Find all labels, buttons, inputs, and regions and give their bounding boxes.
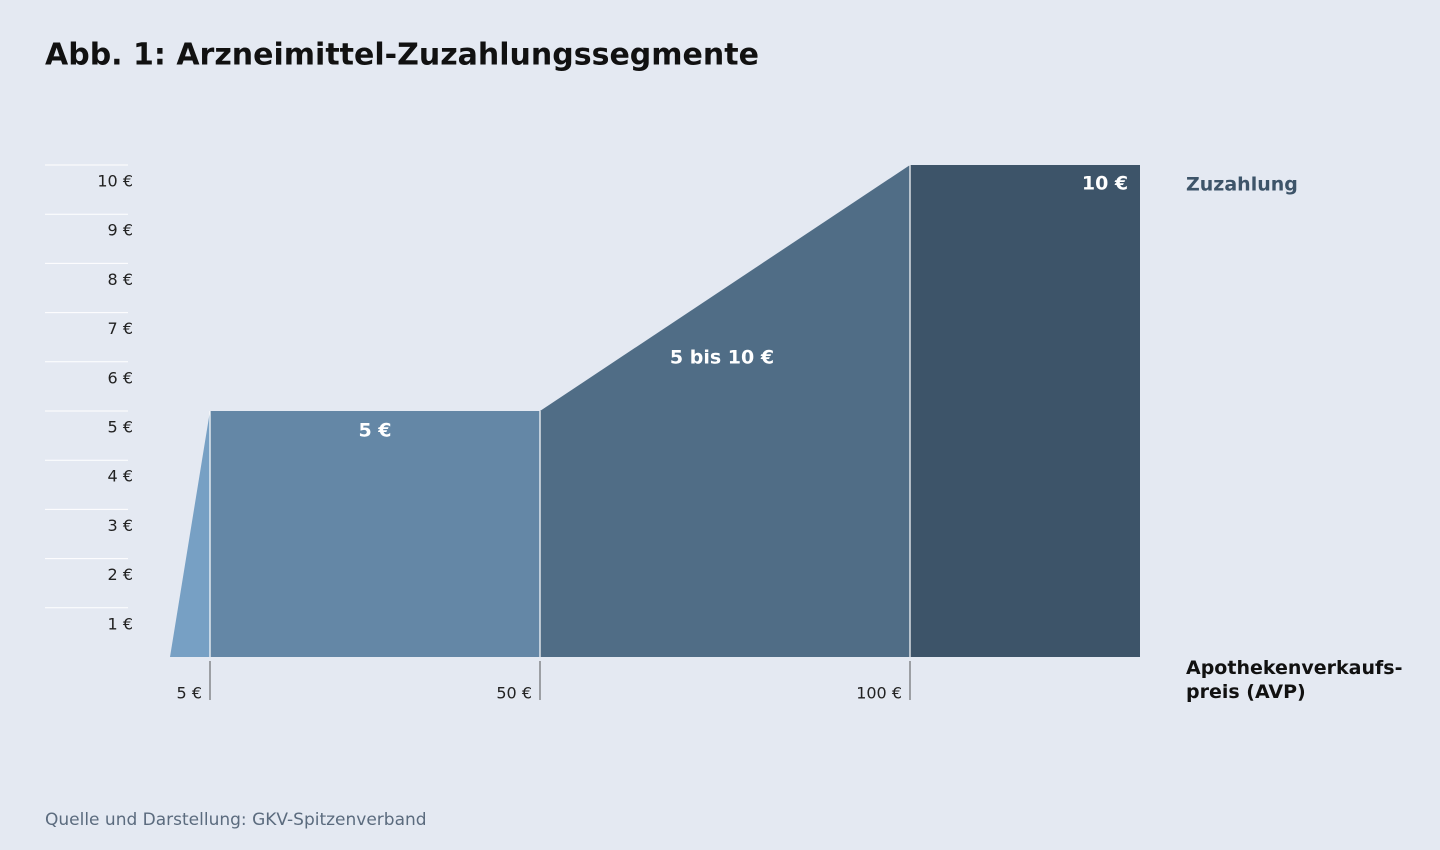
y-axis-label: Zuzahlung: [1186, 174, 1298, 196]
x-axis-label: Apothekenverkaufs­preis (AVP): [1186, 657, 1403, 703]
chart-title: Abb. 1: Arzneimittel-Zuzahlungssegmente: [45, 38, 759, 73]
segment-area: [540, 165, 910, 657]
segment-area: [910, 165, 1140, 657]
segment-label: 5 bis 10 €: [670, 347, 774, 369]
y-tick-label: 6 €: [108, 368, 133, 387]
y-tick-label: 1 €: [108, 614, 133, 633]
y-tick-label: 2 €: [108, 565, 133, 584]
source: Quelle und Darstellung: GKV-Spitzenverba…: [45, 810, 427, 830]
x-tick-label: 5 €: [177, 684, 202, 703]
segment-label: 10 €: [1082, 173, 1128, 195]
y-tick-label: 7 €: [108, 319, 133, 338]
x-tick-label: 50 €: [496, 684, 532, 703]
segment-area: [170, 411, 210, 657]
y-tick-label: 9 €: [108, 221, 133, 240]
x-tick-label: 100 €: [856, 684, 902, 703]
y-tick-label: 3 €: [108, 516, 133, 535]
y-tick-label: 8 €: [108, 270, 133, 289]
y-tick-label: 4 €: [108, 467, 133, 486]
segment-label: 5 €: [358, 420, 391, 442]
segment-area: [210, 411, 540, 657]
y-tick-label: 5 €: [108, 418, 133, 437]
y-tick-label: 10 €: [97, 172, 133, 191]
